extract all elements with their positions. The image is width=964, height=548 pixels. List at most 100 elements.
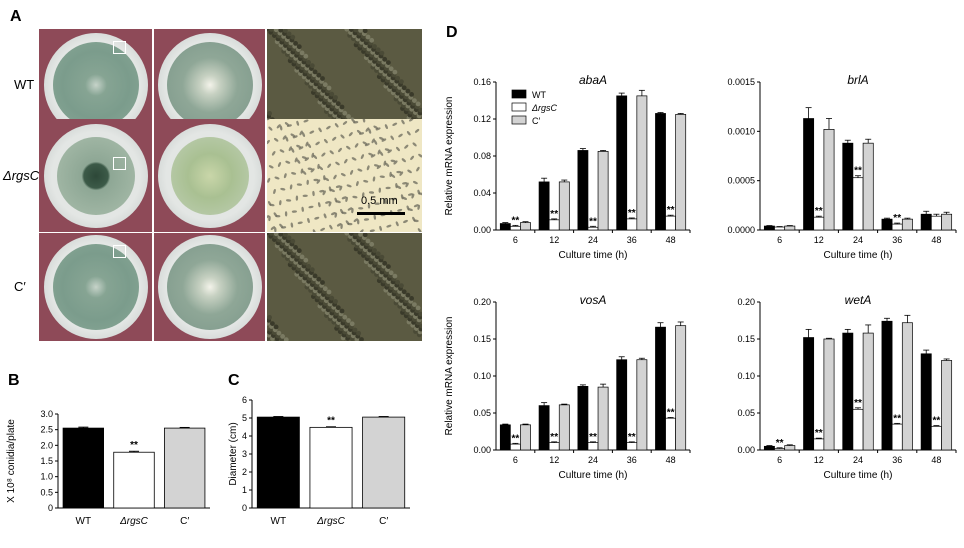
bar [577,386,589,451]
significance-marker: ** [667,407,675,418]
significance-marker: ** [628,432,636,443]
x-tick-label: 12 [814,455,824,465]
x-tick-label: 24 [853,455,863,465]
x-tick-label: WT [76,516,92,527]
bar [548,442,560,451]
bar [510,443,521,451]
bar [920,353,932,451]
significance-marker: ** [893,213,901,224]
y-tick-label: 0.0010 [727,126,755,136]
bar [842,142,854,231]
bar [852,408,864,451]
bar [763,445,775,451]
y-tick-label: 0.20 [737,297,755,307]
significance-marker: ** [933,416,941,427]
bar [803,337,815,451]
significance-marker: ** [589,432,597,443]
legend-swatch [511,89,527,99]
fungal-colony [166,244,253,330]
y-tick-label: 3.0 [40,409,53,419]
zoom-region-box [113,245,126,258]
scale-bar-label: 0.5 mm [361,195,398,207]
fungal-colony [52,244,139,330]
bar [520,424,531,451]
bar [675,325,687,451]
y-tick-label: 1.5 [40,456,53,466]
y-tick-label: 2.5 [40,425,53,435]
bar [163,427,206,509]
panel-label-a: A [10,8,22,25]
plate-front-photo [39,119,152,232]
x-tick-label: WT [271,516,287,527]
chart-d-abaa: 0.00 0.04 0.08 0.12 0.16 6 ** 12 ** 24 ** 36 ** 48 ** a… [444,73,691,261]
zoom-region-box [113,41,126,54]
bar [665,417,676,451]
x-tick-label: 36 [627,235,637,245]
significance-marker: ** [893,413,901,424]
bar [803,118,815,231]
y-tick-label: 0.00 [737,445,755,455]
x-tick-label: ΔrgsC [316,516,346,527]
significance-marker: ** [854,398,862,409]
x-tick-label: 12 [549,455,559,465]
bar [626,442,638,451]
x-tick-label: 48 [666,455,676,465]
significance-marker: ** [512,433,520,444]
y-tick-label: 0.08 [473,151,491,161]
bar [823,338,835,451]
bar [113,451,155,509]
y-tick-label: 0.00 [473,225,491,235]
bar [655,326,666,451]
y-tick-label: 1.0 [40,472,53,482]
y-tick-label: 0.0000 [727,225,755,235]
legend-label: WT [532,90,546,100]
fungal-colony [170,136,249,215]
bar [842,332,854,451]
y-tick-label: 0.5 [40,487,53,497]
bar [881,218,893,231]
zoom-region-box [113,157,126,170]
y-tick-label: 0.00 [473,445,491,455]
x-tick-label: 48 [931,455,941,465]
legend-swatch [511,102,527,112]
x-axis-label: Culture time (h) [824,250,893,261]
chart-b-conidia: 0 0.5 1.0 1.5 2.0 2.5 3.0 WT ** ΔrgsC C′ X 10⁸ coni… [6,409,210,527]
conidia-micrograph: 0.5 mm [267,119,422,232]
significance-marker: ** [776,438,784,449]
significance-marker: ** [815,428,823,439]
bar [881,320,893,451]
x-axis-label: Culture time (h) [559,250,628,261]
x-tick-label: ΔrgsC [119,516,149,527]
bar [587,442,599,451]
bar [675,114,687,231]
x-tick-label: 24 [588,455,598,465]
y-axis-label: Diameter (cm) [228,422,239,485]
chart-d-brla: 0.0000 0.0005 0.0010 0.0015 6 12 ** 24 ** 36 ** 48 b… [727,73,957,261]
bar [626,218,638,231]
conidia-texture [267,119,422,232]
bar [813,438,825,451]
bar [655,113,666,231]
y-tick-label: 6 [242,395,247,405]
y-axis-label: Relative mRNA expression [444,317,455,436]
bar [763,225,775,231]
chart-title: brlA [847,73,868,87]
bar [784,445,796,451]
panel-label-b: B [8,372,20,389]
y-tick-label: 0.15 [473,334,491,344]
legend-label: ΔrgsC [531,103,558,113]
legend-label: C′ [532,116,540,126]
x-tick-label: 6 [777,235,782,245]
bar [309,426,353,509]
chart-c-diameter: 0 1 2 3 4 5 6 WT ** ΔrgsC C′ Diameter (cm) [228,395,410,527]
y-tick-label: 1 [242,485,247,495]
legend-swatch [511,115,527,125]
bar [62,427,104,509]
x-tick-label: C′ [379,516,388,527]
y-tick-label: 0 [242,503,247,513]
bar [558,404,570,451]
bar [941,360,953,451]
bar [636,95,648,231]
bar [901,218,913,231]
y-tick-label: 3 [242,449,247,459]
